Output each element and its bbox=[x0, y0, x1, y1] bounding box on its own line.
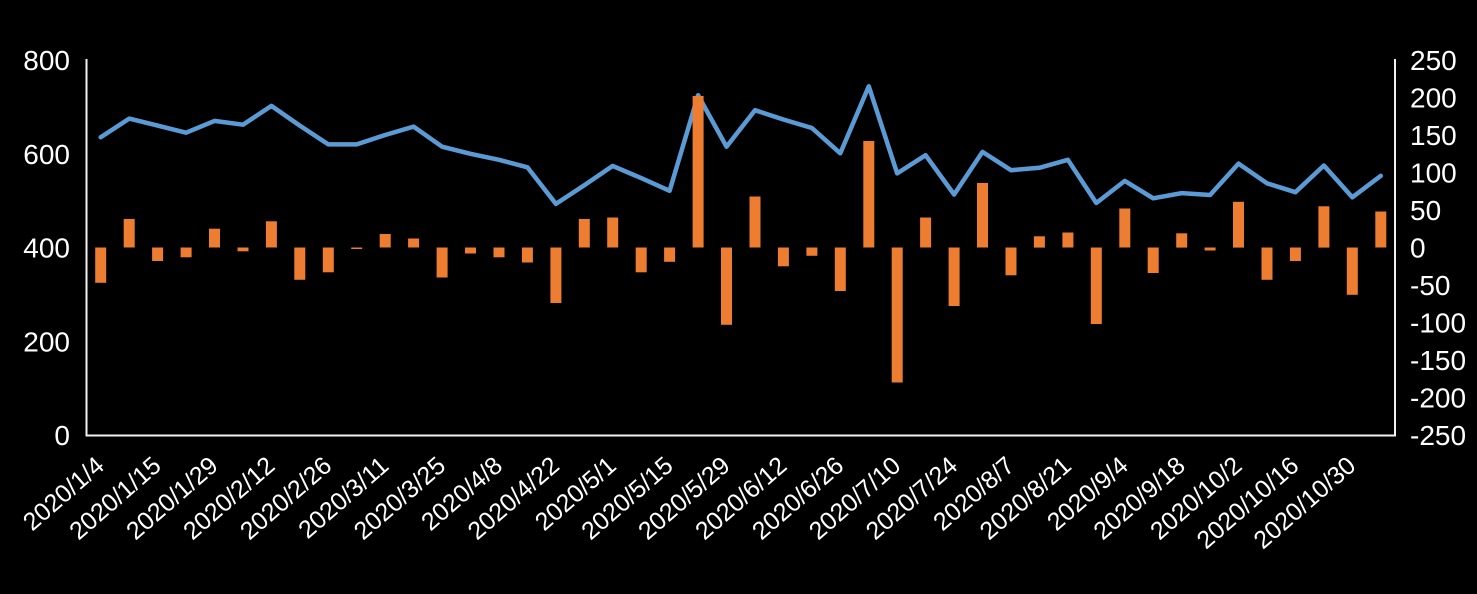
left-axis-tick-label: 600 bbox=[23, 139, 70, 170]
bar bbox=[237, 247, 249, 252]
bar bbox=[123, 219, 135, 248]
bar bbox=[1033, 236, 1045, 248]
right-axis-tick-label: -250 bbox=[1410, 420, 1466, 451]
bar bbox=[1261, 247, 1273, 280]
bar bbox=[265, 221, 277, 248]
line-series bbox=[98, 84, 1384, 207]
bar bbox=[692, 96, 704, 248]
bar bbox=[1289, 247, 1301, 261]
bar bbox=[550, 247, 562, 303]
left-axis-tick-label: 400 bbox=[23, 233, 70, 264]
bar bbox=[1346, 247, 1358, 295]
bar bbox=[721, 247, 732, 325]
bar bbox=[977, 183, 988, 248]
bar bbox=[891, 247, 903, 383]
right-axis-tick-label: 250 bbox=[1410, 45, 1457, 76]
bar bbox=[322, 247, 334, 273]
bar bbox=[209, 228, 220, 248]
bar bbox=[493, 247, 505, 258]
bar bbox=[806, 247, 818, 256]
bar bbox=[1204, 247, 1216, 251]
bar bbox=[607, 217, 619, 248]
right-axis-tick-label: 50 bbox=[1410, 195, 1441, 226]
bar bbox=[436, 247, 448, 278]
bar bbox=[351, 247, 363, 249]
bar bbox=[180, 247, 192, 258]
left-axis-tick-label: 800 bbox=[23, 45, 70, 76]
bar bbox=[664, 247, 676, 262]
bar bbox=[1062, 232, 1074, 248]
bar bbox=[408, 238, 420, 248]
bar bbox=[1119, 208, 1131, 248]
right-axis-tick-label: -150 bbox=[1410, 345, 1466, 376]
bar bbox=[294, 247, 306, 280]
bar bbox=[521, 247, 533, 263]
right-axis-tick-label: -100 bbox=[1410, 308, 1466, 339]
bar bbox=[578, 219, 590, 248]
right-axis-tick-label: 200 bbox=[1410, 83, 1457, 114]
bar bbox=[635, 247, 647, 273]
bar bbox=[1233, 201, 1244, 248]
bar bbox=[1005, 247, 1017, 276]
bar bbox=[948, 247, 960, 306]
right-axis-tick-label: 150 bbox=[1410, 120, 1457, 151]
bar bbox=[834, 247, 846, 291]
right-axis-tick-label: 0 bbox=[1410, 233, 1426, 264]
right-axis-tick-label: -50 bbox=[1410, 270, 1450, 301]
bar bbox=[465, 247, 476, 254]
bar bbox=[749, 196, 761, 248]
bar bbox=[1090, 247, 1102, 324]
bar bbox=[152, 247, 164, 261]
bar bbox=[1318, 206, 1330, 248]
bar bbox=[95, 247, 107, 283]
bar bbox=[863, 141, 875, 248]
bar bbox=[777, 247, 789, 267]
bar bbox=[1176, 233, 1188, 248]
bar bbox=[1375, 211, 1387, 248]
bar bbox=[1147, 247, 1159, 273]
left-axis-tick-label: 200 bbox=[23, 326, 70, 357]
bar bbox=[379, 234, 391, 248]
right-axis-tick-label: -200 bbox=[1410, 383, 1466, 414]
right-axis-tick-label: 100 bbox=[1410, 158, 1457, 189]
bar bbox=[920, 217, 932, 248]
left-axis-tick-label: 0 bbox=[54, 420, 70, 451]
